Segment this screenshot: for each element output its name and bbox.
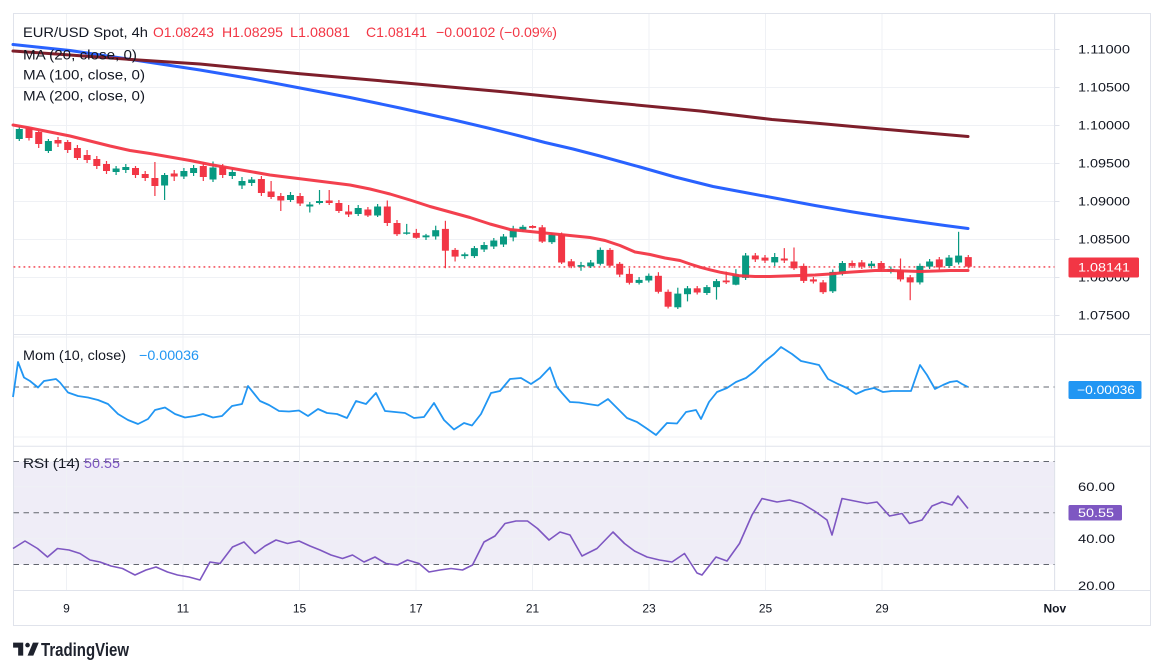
svg-text:TradingView: TradingView: [41, 640, 130, 660]
svg-text:23: 23: [642, 602, 656, 616]
svg-text:MA (200, close, 0): MA (200, close, 0): [23, 88, 145, 104]
svg-text:17: 17: [409, 602, 423, 616]
svg-text:1.11000: 1.11000: [1078, 43, 1130, 57]
svg-text:1.08141: 1.08141: [1078, 261, 1130, 275]
svg-text:11: 11: [177, 602, 190, 616]
svg-text:MA (20, close, 0): MA (20, close, 0): [23, 47, 137, 63]
svg-text:−0.00036: −0.00036: [1077, 383, 1135, 397]
svg-text:−0.00036: −0.00036: [139, 347, 199, 363]
svg-text:1.09000: 1.09000: [1078, 195, 1130, 209]
svg-text:RSI (14): RSI (14): [23, 455, 80, 471]
svg-text:9: 9: [63, 602, 70, 616]
svg-text:1.10000: 1.10000: [1078, 119, 1130, 133]
svg-text:15: 15: [293, 602, 307, 616]
svg-text:29: 29: [875, 602, 889, 616]
svg-text:O1.08243: O1.08243: [153, 24, 214, 40]
svg-text:25: 25: [759, 602, 773, 616]
svg-text:60.00: 60.00: [1078, 480, 1115, 494]
svg-text:C1.08141: C1.08141: [366, 24, 427, 40]
svg-text:1.08500: 1.08500: [1078, 233, 1130, 247]
svg-text:−0.00102 (−0.09%): −0.00102 (−0.09%): [436, 24, 557, 40]
svg-text:1.09500: 1.09500: [1078, 157, 1130, 171]
svg-text:EUR/USD Spot, 4h: EUR/USD Spot, 4h: [23, 24, 148, 40]
svg-text:50.55: 50.55: [1078, 506, 1114, 520]
svg-text:Nov: Nov: [1043, 602, 1066, 616]
svg-text:20.00: 20.00: [1078, 579, 1115, 593]
svg-text:21: 21: [526, 602, 540, 616]
svg-text:MA (100, close, 0): MA (100, close, 0): [23, 67, 145, 83]
svg-text:1.10500: 1.10500: [1078, 81, 1130, 95]
svg-text:40.00: 40.00: [1078, 532, 1115, 546]
svg-text:Mom (10, close): Mom (10, close): [23, 347, 126, 363]
svg-text:L1.08081: L1.08081: [290, 24, 350, 40]
svg-text:50.55: 50.55: [84, 455, 120, 471]
svg-text:H1.08295: H1.08295: [222, 24, 283, 40]
svg-text:1.07500: 1.07500: [1078, 309, 1130, 323]
